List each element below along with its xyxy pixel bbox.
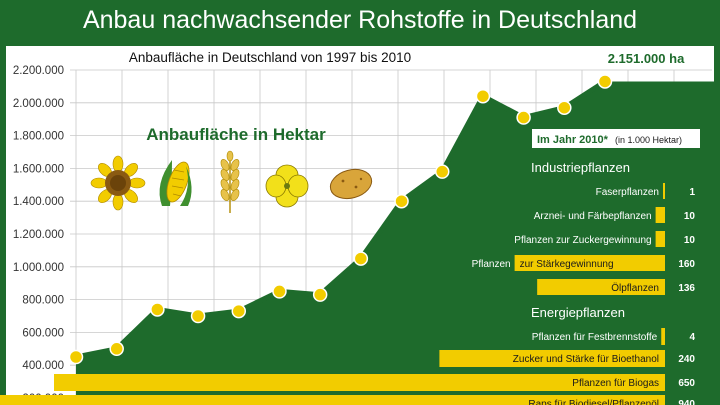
data-point: [109, 341, 124, 357]
data-point: [312, 287, 328, 302]
group-heading-energiepflanzen: Energiepflanzen: [531, 305, 625, 320]
breakdown-value: 136: [678, 283, 695, 294]
breakdown-value: 240: [678, 354, 695, 365]
breakdown-bar: [514, 255, 665, 271]
breakdown-value: 4: [689, 332, 695, 343]
data-point: [516, 110, 531, 125]
potato-icon: [329, 168, 373, 200]
breakdown-bar: [655, 231, 665, 247]
breakdown-bar: [663, 183, 665, 199]
y-tick-label: 2.000.000: [13, 98, 64, 110]
data-point: [434, 164, 450, 179]
breakdown-value: 160: [678, 259, 695, 270]
data-point: [190, 308, 206, 324]
sunflower-icon: [90, 155, 146, 211]
page-title: Anbau nachwachsender Rohstoffe in Deutsc…: [82, 6, 638, 34]
breakdown-label: Pflanzen für Biogas: [572, 378, 659, 389]
breakdown-label: Pflanzen für Festbrennstoffe: [532, 332, 658, 343]
data-point: [150, 302, 165, 317]
y-tick-label: 1.400.000: [13, 196, 64, 208]
title-bar: Anbau nachwachsender Rohstoffe in Deutsc…: [0, 0, 720, 46]
y-tick-label: 1.200.000: [13, 229, 64, 241]
corn-icon: [159, 160, 192, 206]
right-frame: [714, 46, 720, 405]
wheat-icon: [220, 150, 240, 213]
y-tick-label: 2.200.000: [13, 65, 64, 77]
breakdown-label: Arznei- und Färbepflanzen: [534, 211, 652, 222]
breakdown-label: Zucker und Stärke für Bioethanol: [513, 354, 659, 365]
y-tick-label: 800.000: [22, 295, 64, 307]
breakdown-bar: [54, 374, 665, 391]
breakdown-value: 650: [678, 378, 695, 389]
breakdown-bar: [661, 328, 665, 345]
breakdown-bar: [0, 395, 665, 405]
rapeseed-flower-icon: [265, 164, 309, 208]
peak-value-label: 2.151.000 ha: [608, 51, 685, 66]
year-heading-box: Im Jahr 2010* (in 1.000 Hektar): [530, 127, 702, 150]
data-point: [475, 88, 491, 104]
breakdown-value: 1: [689, 187, 695, 198]
breakdown-label: Faserpflanzen: [596, 187, 659, 198]
y-tick-label: 1.800.000: [13, 131, 64, 143]
data-point: [394, 193, 409, 209]
y-tick-label: 400.000: [22, 360, 64, 372]
breakdown-label-on-bar: zur Stärkegewinnung: [520, 259, 614, 270]
data-point: [597, 74, 613, 89]
breakdown-value: 10: [684, 235, 696, 246]
year-heading-unit: (in 1.000 Hektar): [615, 135, 682, 145]
y-tick-label: 600.000: [22, 327, 64, 339]
breakdown-label: Ölpflanzen: [611, 282, 659, 294]
data-point: [272, 284, 287, 299]
breakdown-label: Raps für Biodiesel/Pflanzenöl: [528, 399, 659, 405]
breakdown-bar: [439, 350, 665, 367]
year-heading: Im Jahr 2010*: [537, 134, 609, 146]
y-tick-label: 1.600.000: [13, 163, 64, 175]
left-frame: [0, 46, 6, 405]
y-tick-label: 1.000.000: [13, 262, 64, 274]
chart-subtitle: Anbaufläche in Deutschland von 1997 bis …: [129, 50, 411, 65]
breakdown-value: 940: [678, 399, 695, 405]
data-point: [68, 349, 84, 365]
breakdown-bar: [537, 279, 665, 295]
breakdown-bar: [655, 207, 665, 223]
data-point: [231, 303, 247, 319]
breakdown-label: Pflanzen: [472, 259, 511, 270]
breakdown-value: 10: [684, 211, 696, 222]
area-chart-heading: Anbaufläche in Hektar: [146, 125, 326, 144]
svg-text:Im Jahr 2010* (in 1.00: Im Jahr 2010* (in 1.000 Hektar): [537, 134, 682, 146]
data-point: [557, 100, 572, 115]
area-fill: [76, 81, 714, 405]
breakdown-label: Pflanzen zur Zuckergewinnung: [514, 235, 651, 246]
data-point: [353, 251, 369, 266]
group-heading-industriepflanzen: Industriepflanzen: [531, 160, 630, 175]
